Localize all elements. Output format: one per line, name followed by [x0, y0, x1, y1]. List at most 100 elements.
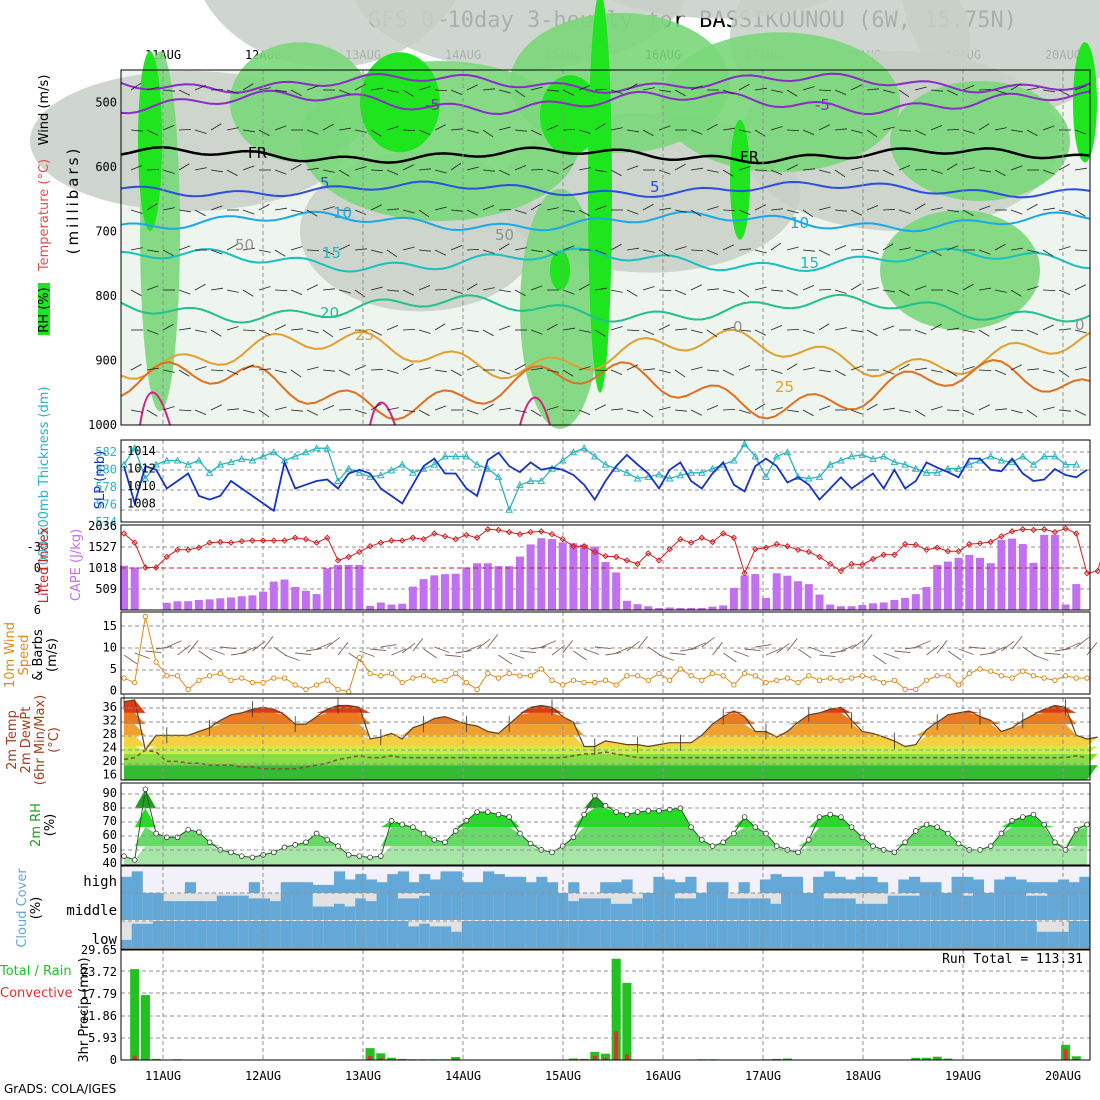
rh2m-point — [388, 818, 395, 824]
li-point — [837, 567, 845, 575]
wind-barb — [802, 367, 815, 371]
rh2m-frame — [120, 782, 1091, 866]
wind-barb — [210, 205, 223, 211]
wind-barb — [658, 169, 671, 175]
wind-barb — [546, 323, 558, 331]
cloud-cell — [1058, 893, 1070, 920]
thickness-point — [901, 460, 909, 468]
contour-label: 25 — [775, 378, 794, 396]
cloud-cell — [621, 879, 633, 893]
precip-total-bar — [932, 1056, 942, 1060]
cloud-cell — [759, 921, 772, 948]
wind-barb — [610, 289, 623, 293]
cloud-cell — [632, 921, 644, 948]
wind10m-point — [442, 677, 448, 684]
cape-bar — [312, 594, 321, 610]
precip-conv-bar — [592, 1055, 597, 1060]
cloud-cell — [781, 921, 793, 948]
wind-barb — [882, 126, 895, 131]
cloud-cell — [1004, 893, 1016, 920]
wind-barb — [834, 128, 847, 131]
wind-barb — [802, 249, 815, 252]
thickness-point — [986, 452, 995, 460]
wind-barb — [290, 89, 302, 97]
wind-barb — [162, 406, 175, 411]
cape-ylabel: CAPE (J/kg) — [69, 529, 84, 601]
isotherm-25 — [120, 328, 1091, 380]
precip-total-bar — [151, 1058, 161, 1060]
wind-barb — [818, 323, 830, 331]
thickness-point — [483, 464, 492, 472]
wind-barb — [898, 409, 911, 413]
cape-bar — [194, 599, 203, 610]
wind-barb — [162, 249, 174, 257]
cloud-cell — [664, 893, 676, 920]
wind-barb — [738, 329, 751, 332]
wind-barb — [210, 123, 222, 131]
wind-barb — [514, 409, 527, 413]
cape-bar — [740, 575, 749, 610]
cloud-cell — [195, 901, 207, 920]
rh-bright-region — [138, 51, 162, 231]
wind-barb — [386, 369, 399, 374]
wind10m-point — [1062, 673, 1069, 679]
cloud-cell — [632, 898, 644, 920]
thickness-point — [708, 464, 717, 472]
temp2m-tick: 24 — [103, 741, 117, 755]
wind-barb — [658, 207, 671, 211]
date-label-bottom: 11AUG — [145, 1069, 181, 1083]
wind10m-point — [517, 673, 523, 679]
slp-tick: 1012 — [127, 462, 156, 476]
thickness-point — [505, 505, 514, 513]
wind-barb — [754, 249, 767, 254]
wind-barb — [930, 169, 943, 174]
wind-barb — [1042, 89, 1055, 93]
wind10m-barb — [348, 652, 363, 663]
wind10m-point — [806, 673, 812, 679]
wind-barb — [1058, 246, 1071, 251]
wind10m-point — [132, 679, 138, 686]
wind-barb — [914, 86, 927, 91]
cloud-cell — [344, 906, 356, 920]
wind-barb — [946, 209, 959, 213]
wind-barb — [946, 163, 958, 171]
wind-barb — [706, 404, 719, 411]
wind-barb — [690, 366, 703, 371]
wind-barb — [322, 329, 334, 338]
isotherm-10 — [120, 210, 1091, 233]
temp-band — [124, 765, 1098, 780]
li-line — [123, 527, 1100, 575]
dewpoint-line — [123, 749, 1088, 770]
cape-bar — [997, 539, 1006, 610]
precip-total-bar — [611, 958, 621, 1060]
li-point — [302, 535, 310, 543]
wind10m-barb — [423, 648, 438, 659]
wind-barb — [594, 123, 606, 131]
contour-label: 0 — [733, 318, 743, 336]
rh2m-point — [303, 839, 309, 846]
wind-barb — [146, 129, 158, 136]
wind-barb — [674, 409, 687, 412]
wind-barb — [498, 369, 511, 375]
li-point — [388, 537, 395, 544]
wind-barb — [386, 289, 399, 292]
cloud-cell — [664, 879, 676, 893]
wind-barb — [482, 129, 494, 138]
wind-barb — [130, 164, 143, 171]
thickness-point — [858, 450, 867, 458]
cloud-cell — [962, 895, 974, 920]
wind-barb — [130, 247, 143, 251]
li-point — [1019, 526, 1027, 533]
wind-legend-label: Wind (m/s) — [37, 75, 52, 146]
wind-barb — [322, 123, 334, 131]
wind-barb — [306, 366, 319, 371]
wind10m-barb — [1022, 646, 1037, 657]
wind-barb — [210, 249, 223, 255]
wind-barb — [258, 249, 271, 253]
wind-barb — [226, 243, 238, 251]
wind-barb — [722, 89, 735, 95]
thickness-point — [911, 464, 920, 472]
wind-barb — [242, 83, 254, 91]
wind-barb — [178, 209, 191, 213]
wind-barb — [258, 368, 271, 371]
